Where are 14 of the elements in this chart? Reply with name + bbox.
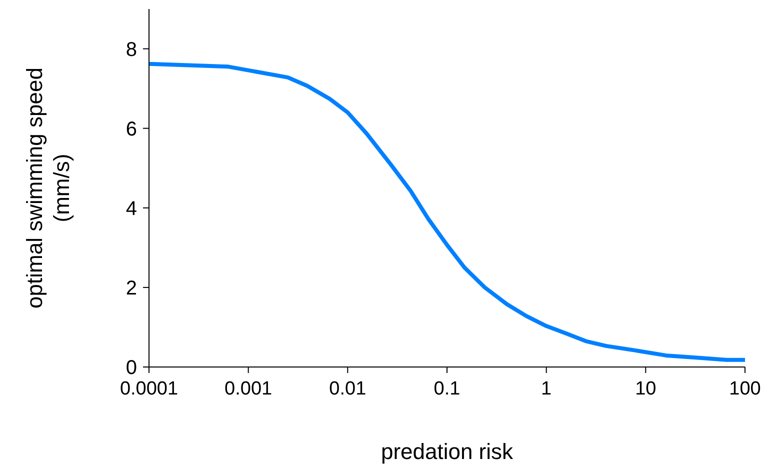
x-tick-label: 10 bbox=[635, 378, 656, 400]
y-tick-label: 2 bbox=[126, 278, 137, 300]
y-axis-title: optimal swimming speed (mm/s) bbox=[22, 68, 74, 308]
x-tick-label: 0.0001 bbox=[120, 378, 178, 400]
y-tick-label: 6 bbox=[126, 118, 137, 140]
x-tick-label: 0.01 bbox=[329, 378, 366, 400]
y-tick-label: 0 bbox=[126, 357, 137, 380]
y-tick-label: 8 bbox=[126, 38, 137, 61]
x-tick-label: 1 bbox=[541, 378, 552, 400]
y-tick-label: 4 bbox=[126, 198, 137, 220]
x-tick-label: 100 bbox=[729, 378, 761, 400]
x-tick-label: 0.1 bbox=[434, 378, 460, 400]
x-tick-label: 0.001 bbox=[224, 378, 272, 400]
x-axis-title: predation risk bbox=[380, 439, 514, 464]
